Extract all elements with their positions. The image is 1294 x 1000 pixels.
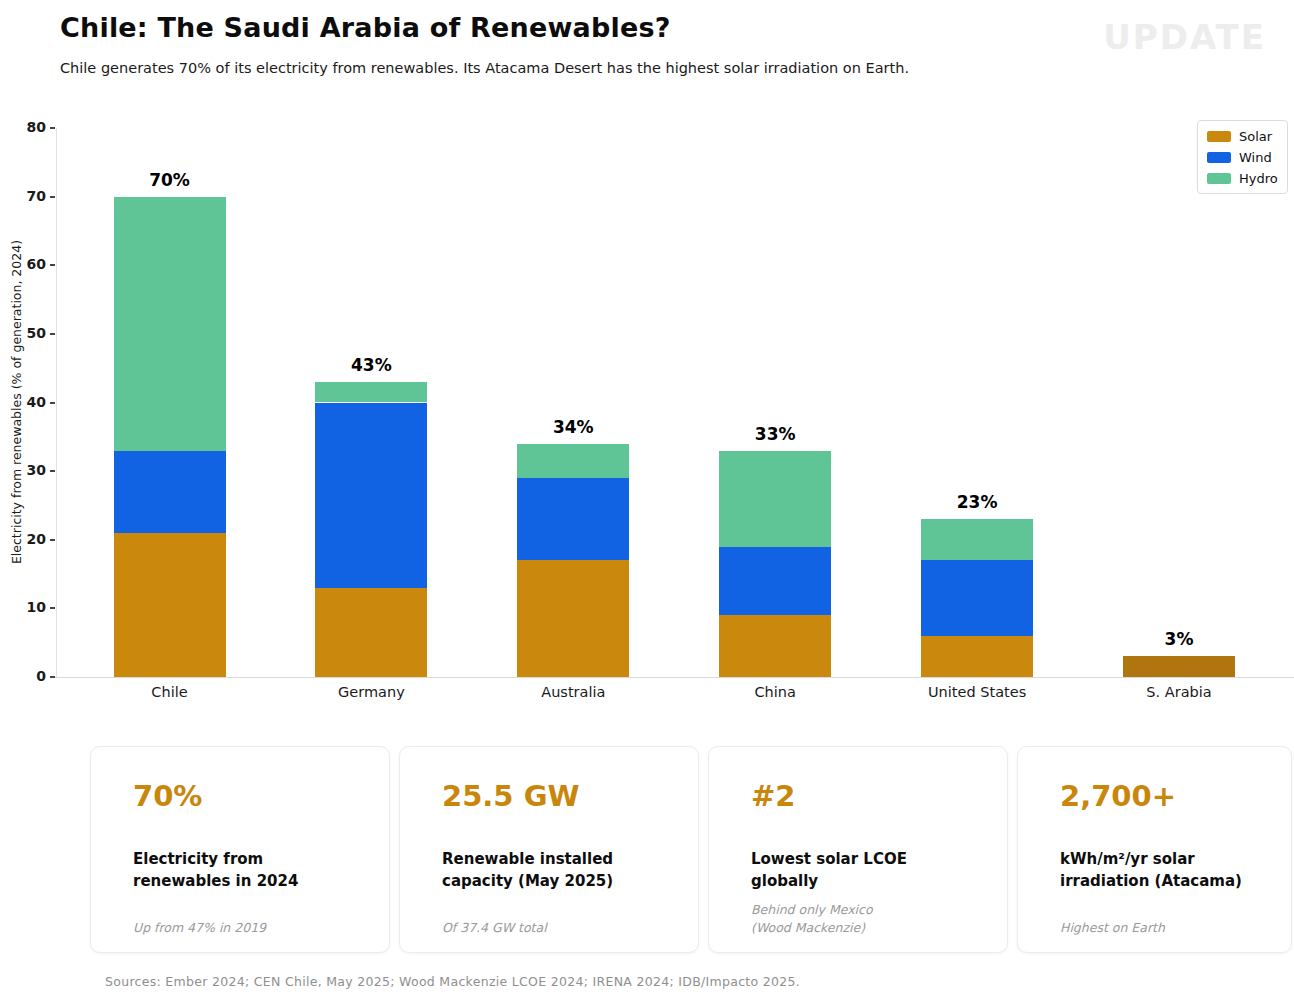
y-tick-label: 10 <box>14 599 46 615</box>
x-tick-label: United States <box>897 684 1057 700</box>
stat-card: 25.5 GW Renewable installed capacity (May… <box>399 746 699 953</box>
bar-total-label: 33% <box>719 424 831 444</box>
stat-card-label: Lowest solar LCOE globally <box>751 849 907 893</box>
y-tick-mark <box>50 676 55 678</box>
y-tick-mark <box>50 539 55 541</box>
stat-card-footnote: Behind only Mexico (Wood Mackenzie) <box>751 901 873 936</box>
y-tick-mark <box>50 470 55 472</box>
x-tick-label: Germany <box>291 684 451 700</box>
bar-segment-united-states-wind <box>921 560 1033 635</box>
legend-swatch-wind <box>1207 152 1231 163</box>
bar-segment-chile-hydro <box>114 197 226 451</box>
bar-segment-chile-solar <box>114 533 226 677</box>
bar-segment-chile-wind <box>114 451 226 533</box>
stat-card-label: kWh/m²/yr solar irradiation (Atacama) <box>1060 849 1242 893</box>
legend-label: Wind <box>1239 150 1272 165</box>
watermark-logo: UPDATE <box>1103 20 1266 54</box>
bar-total-label: 43% <box>315 355 427 375</box>
legend-label: Solar <box>1239 129 1272 144</box>
legend-label: Hydro <box>1239 171 1278 186</box>
y-tick-mark <box>50 402 55 404</box>
page-title: Chile: The Saudi Arabia of Renewables? <box>60 12 671 43</box>
legend-item-hydro: Hydro <box>1207 171 1278 186</box>
x-axis-line <box>55 677 1294 678</box>
x-tick-label: S. Arabia <box>1099 684 1259 700</box>
sources-line: Sources: Ember 2024; CEN Chile, May 2025… <box>105 974 800 989</box>
bar-segment-united-states-solar <box>921 636 1033 677</box>
bar-segment-china-hydro <box>719 451 831 547</box>
x-tick-label: China <box>695 684 855 700</box>
bar-total-label: 70% <box>114 170 226 190</box>
renewables-infographic: UPDATE Chile: The Saudi Arabia of Renewa… <box>0 0 1294 1000</box>
y-axis-line <box>56 128 57 677</box>
y-tick-label: 40 <box>14 394 46 410</box>
bar-total-label: 23% <box>921 492 1033 512</box>
y-tick-mark <box>50 127 55 129</box>
bar-segment-australia-wind <box>517 478 629 560</box>
y-tick-mark <box>50 333 55 335</box>
legend-item-wind: Wind <box>1207 150 1278 165</box>
bar-segment-china-solar <box>719 615 831 677</box>
y-tick-label: 20 <box>14 531 46 547</box>
y-tick-mark <box>50 196 55 198</box>
stat-card-footnote: Of 37.4 GW total <box>442 919 547 937</box>
y-tick-mark <box>50 607 55 609</box>
bar-segment-germany-solar <box>315 588 427 677</box>
stat-card-value: 70% <box>133 779 202 813</box>
y-tick-label: 60 <box>14 256 46 272</box>
y-tick-mark <box>50 264 55 266</box>
stat-card-value: #2 <box>751 779 795 813</box>
stat-card-value: 2,700+ <box>1060 779 1176 813</box>
bar-segment-s-arabia-solar <box>1123 656 1235 677</box>
stat-card-label: Electricity from renewables in 2024 <box>133 849 298 893</box>
legend-item-solar: Solar <box>1207 129 1278 144</box>
chart-legend: Solar Wind Hydro <box>1197 120 1288 194</box>
legend-swatch-solar <box>1207 131 1231 142</box>
bar-segment-germany-hydro <box>315 382 427 403</box>
bar-total-label: 34% <box>517 417 629 437</box>
stat-card-footnote: Up from 47% in 2019 <box>133 919 266 937</box>
bar-segment-united-states-hydro <box>921 519 1033 560</box>
y-tick-label: 80 <box>14 119 46 135</box>
x-tick-label: Australia <box>493 684 653 700</box>
bar-segment-germany-wind <box>315 403 427 588</box>
stat-card: #2 Lowest solar LCOE globally Behind only … <box>708 746 1008 953</box>
x-tick-label: Chile <box>90 684 250 700</box>
bar-segment-australia-hydro <box>517 444 629 478</box>
y-tick-label: 50 <box>14 325 46 341</box>
stat-card-value: 25.5 GW <box>442 779 579 813</box>
y-tick-label: 0 <box>14 668 46 684</box>
stat-card: 70% Electricity from renewables in 2024 Up… <box>90 746 390 953</box>
legend-swatch-hydro <box>1207 173 1231 184</box>
stat-card-footnote: Highest on Earth <box>1060 919 1165 937</box>
page-subtitle: Chile generates 70% of its electricity f… <box>60 60 909 76</box>
bar-segment-china-wind <box>719 547 831 616</box>
y-tick-label: 30 <box>14 462 46 478</box>
bar-total-label: 3% <box>1123 629 1235 649</box>
bar-segment-australia-solar <box>517 560 629 677</box>
stat-card: 2,700+ kWh/m²/yr solar irradiation (Ataca… <box>1017 746 1292 953</box>
stat-card-label: Renewable installed capacity (May 2025) <box>442 849 613 893</box>
y-tick-label: 70 <box>14 188 46 204</box>
